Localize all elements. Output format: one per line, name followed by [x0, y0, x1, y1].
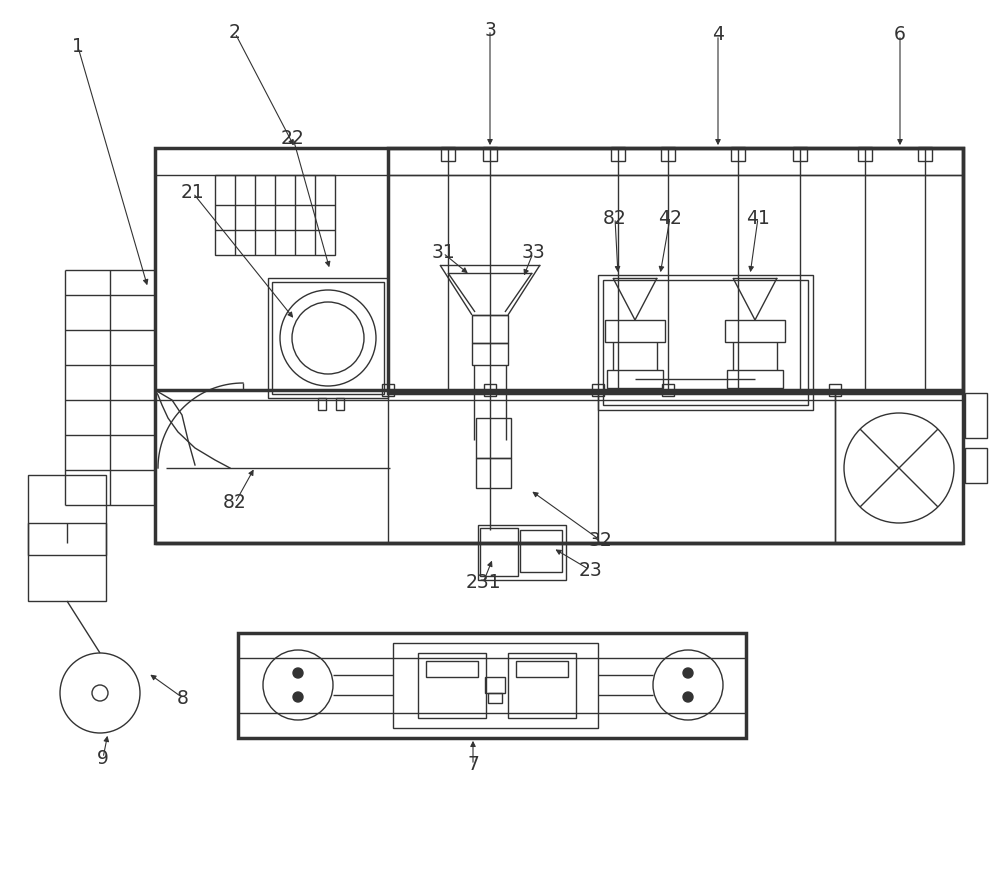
Bar [426, 661, 478, 677]
Bar [472, 315, 508, 343]
Text: 4: 4 [712, 26, 724, 45]
Bar [829, 384, 841, 396]
Bar [472, 343, 508, 365]
Bar [607, 370, 663, 388]
Bar [488, 693, 502, 703]
Bar [725, 320, 785, 342]
Bar [484, 384, 496, 396]
Text: 82: 82 [223, 493, 247, 513]
Bar [918, 147, 932, 161]
Bar [480, 528, 518, 576]
Bar [727, 370, 783, 388]
Bar [858, 147, 872, 161]
Text: 32: 32 [588, 530, 612, 550]
Text: 1: 1 [72, 38, 84, 56]
Bar [965, 448, 987, 483]
Text: 33: 33 [521, 243, 545, 263]
Bar [483, 147, 497, 161]
Text: 8: 8 [177, 688, 189, 707]
Bar [28, 523, 106, 601]
Bar [478, 525, 566, 580]
Bar [605, 320, 665, 342]
Bar [155, 148, 963, 175]
Bar [835, 393, 963, 543]
Bar [793, 147, 807, 161]
Text: 82: 82 [603, 209, 627, 227]
Bar [516, 661, 568, 677]
Bar [592, 384, 604, 396]
Bar [382, 384, 394, 396]
Circle shape [293, 692, 303, 702]
Text: 21: 21 [181, 183, 205, 203]
Circle shape [683, 668, 693, 678]
Bar [28, 475, 106, 555]
Bar [388, 148, 963, 393]
Bar [965, 393, 987, 438]
Text: 7: 7 [467, 756, 479, 774]
Bar [731, 147, 745, 161]
Text: 231: 231 [465, 574, 501, 593]
Bar [418, 653, 486, 718]
Bar [318, 398, 326, 410]
Circle shape [293, 668, 303, 678]
Text: 6: 6 [894, 26, 906, 45]
Bar [598, 275, 813, 410]
Bar [508, 653, 576, 718]
Text: 9: 9 [97, 749, 109, 767]
Bar [603, 280, 808, 405]
Bar [336, 398, 344, 410]
Text: 3: 3 [484, 20, 496, 40]
Text: 2: 2 [229, 24, 241, 42]
Bar [441, 147, 455, 161]
Bar [520, 530, 562, 572]
Bar [476, 418, 511, 458]
Bar [238, 633, 746, 738]
Bar [485, 677, 505, 693]
Bar [611, 147, 625, 161]
Bar [268, 278, 388, 398]
Text: 41: 41 [746, 209, 770, 227]
Text: 22: 22 [281, 129, 305, 147]
Circle shape [683, 692, 693, 702]
Bar [215, 175, 335, 255]
Bar [662, 384, 674, 396]
Bar [476, 458, 511, 488]
Text: 42: 42 [658, 209, 682, 227]
Bar [661, 147, 675, 161]
Bar [393, 643, 598, 728]
Bar [272, 282, 384, 394]
Bar [155, 148, 963, 543]
Text: 31: 31 [431, 243, 455, 263]
Text: 23: 23 [578, 560, 602, 580]
